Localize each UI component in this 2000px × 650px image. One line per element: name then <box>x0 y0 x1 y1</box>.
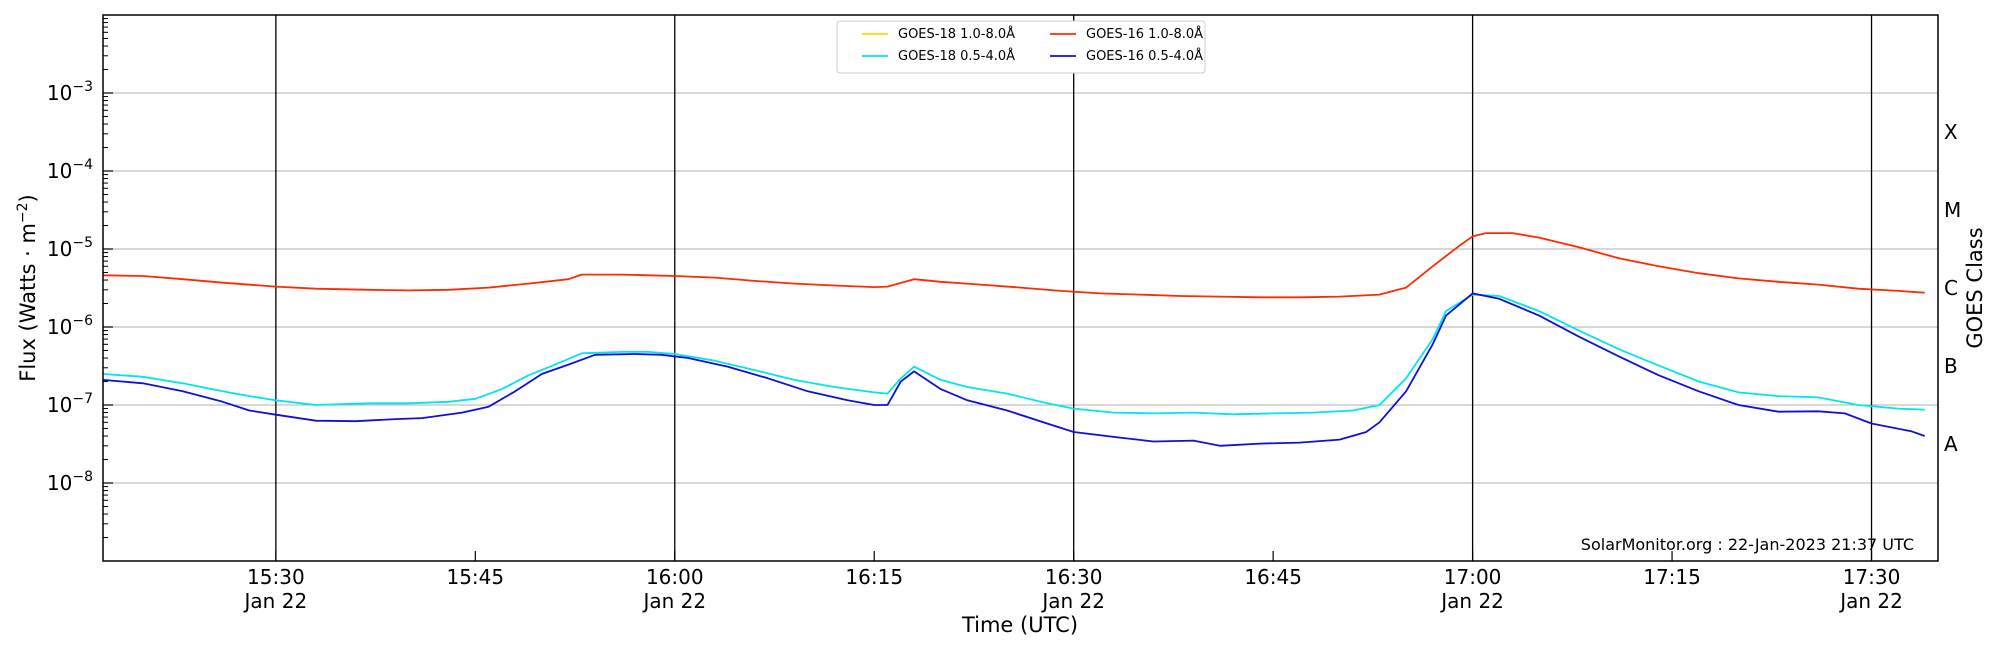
x-tick-date-label: Jan 22 <box>641 589 706 613</box>
y-tick-label-exponent: −6 <box>72 313 93 329</box>
legend-label: GOES-16 0.5-4.0Å <box>1086 48 1203 64</box>
y-tick-label: 10−6 <box>47 313 93 339</box>
x-tick-label: 17:15 <box>1643 565 1701 589</box>
x-tick-label: 16:00 <box>646 565 704 589</box>
legend-label: GOES-16 1.0-8.0Å <box>1086 26 1203 42</box>
x-tick-label: 15:30 <box>247 565 305 589</box>
y-tick-label-base: 10 <box>47 81 72 105</box>
legend-box <box>836 20 1206 74</box>
goes-class-label: A <box>1944 432 1958 456</box>
x-tick-label: 16:30 <box>1045 565 1103 589</box>
y-tick-label-base: 10 <box>47 315 72 339</box>
series-line <box>102 232 1925 299</box>
grid-lines <box>103 92 1938 484</box>
series-line <box>102 293 1925 416</box>
credit-text: SolarMonitor.org : 22-Jan-2023 21:37 UTC <box>1581 535 1914 554</box>
x-tick-label: 16:45 <box>1244 565 1302 589</box>
x-tick-date-label: Jan 22 <box>1040 589 1105 613</box>
y-tick-label-base: 10 <box>47 393 72 417</box>
goes-class-label: C <box>1944 276 1958 300</box>
x-tick-label: 15:45 <box>446 565 504 589</box>
y-tick-label-exponent: −7 <box>72 391 93 407</box>
x-tick-date-label: Jan 22 <box>1838 589 1903 613</box>
y-tick-label: 10−8 <box>47 469 93 495</box>
y-tick-label: 10−4 <box>47 157 93 183</box>
x-tick-label: 17:30 <box>1843 565 1901 589</box>
legend-label: GOES-18 1.0-8.0Å <box>898 26 1015 42</box>
y-tick-label: 10−5 <box>47 235 93 261</box>
goes-class-label: B <box>1944 354 1958 378</box>
y-tick-label: 10−3 <box>47 79 93 105</box>
series-lines <box>102 232 1925 447</box>
y-tick-label-base: 10 <box>47 237 72 261</box>
goes-class-label: X <box>1944 120 1958 144</box>
y-axis-title: Flux (Watts · m−2) <box>15 194 40 382</box>
legend: GOES-18 1.0-8.0Å GOES-18 0.5-4.0Å GOES-16 … <box>836 20 1206 74</box>
y-axis-title-text: Flux (Watts · m <box>16 223 40 382</box>
y-tick-label-base: 10 <box>47 159 72 183</box>
y-tick-label-exponent: −4 <box>72 157 93 173</box>
y-tick-label-exponent: −5 <box>72 235 93 251</box>
y-axis-title-exponent: −2 <box>15 202 31 223</box>
y-tick-label: 10−7 <box>47 391 93 417</box>
axis-ticks <box>103 18 1873 561</box>
plot-frame <box>102 14 1939 562</box>
x-tick-label: 16:15 <box>845 565 903 589</box>
x-tick-date-label: Jan 22 <box>243 589 308 613</box>
series-line <box>102 292 1925 447</box>
y-tick-label-exponent: −8 <box>72 469 93 485</box>
y-tick-label-exponent: −3 <box>72 79 93 95</box>
vertical-marker-lines <box>275 15 1873 561</box>
legend-label: GOES-18 0.5-4.0Å <box>898 48 1015 64</box>
goes-class-axis-title: GOES Class <box>1963 227 1987 348</box>
y-tick-label-base: 10 <box>47 471 72 495</box>
x-axis-title: Time (UTC) <box>961 613 1078 637</box>
x-tick-label: 17:00 <box>1444 565 1502 589</box>
x-tick-date-label: Jan 22 <box>1439 589 1504 613</box>
goes-class-label: M <box>1944 198 1961 222</box>
y-axis-title-suffix: ) <box>16 194 40 202</box>
